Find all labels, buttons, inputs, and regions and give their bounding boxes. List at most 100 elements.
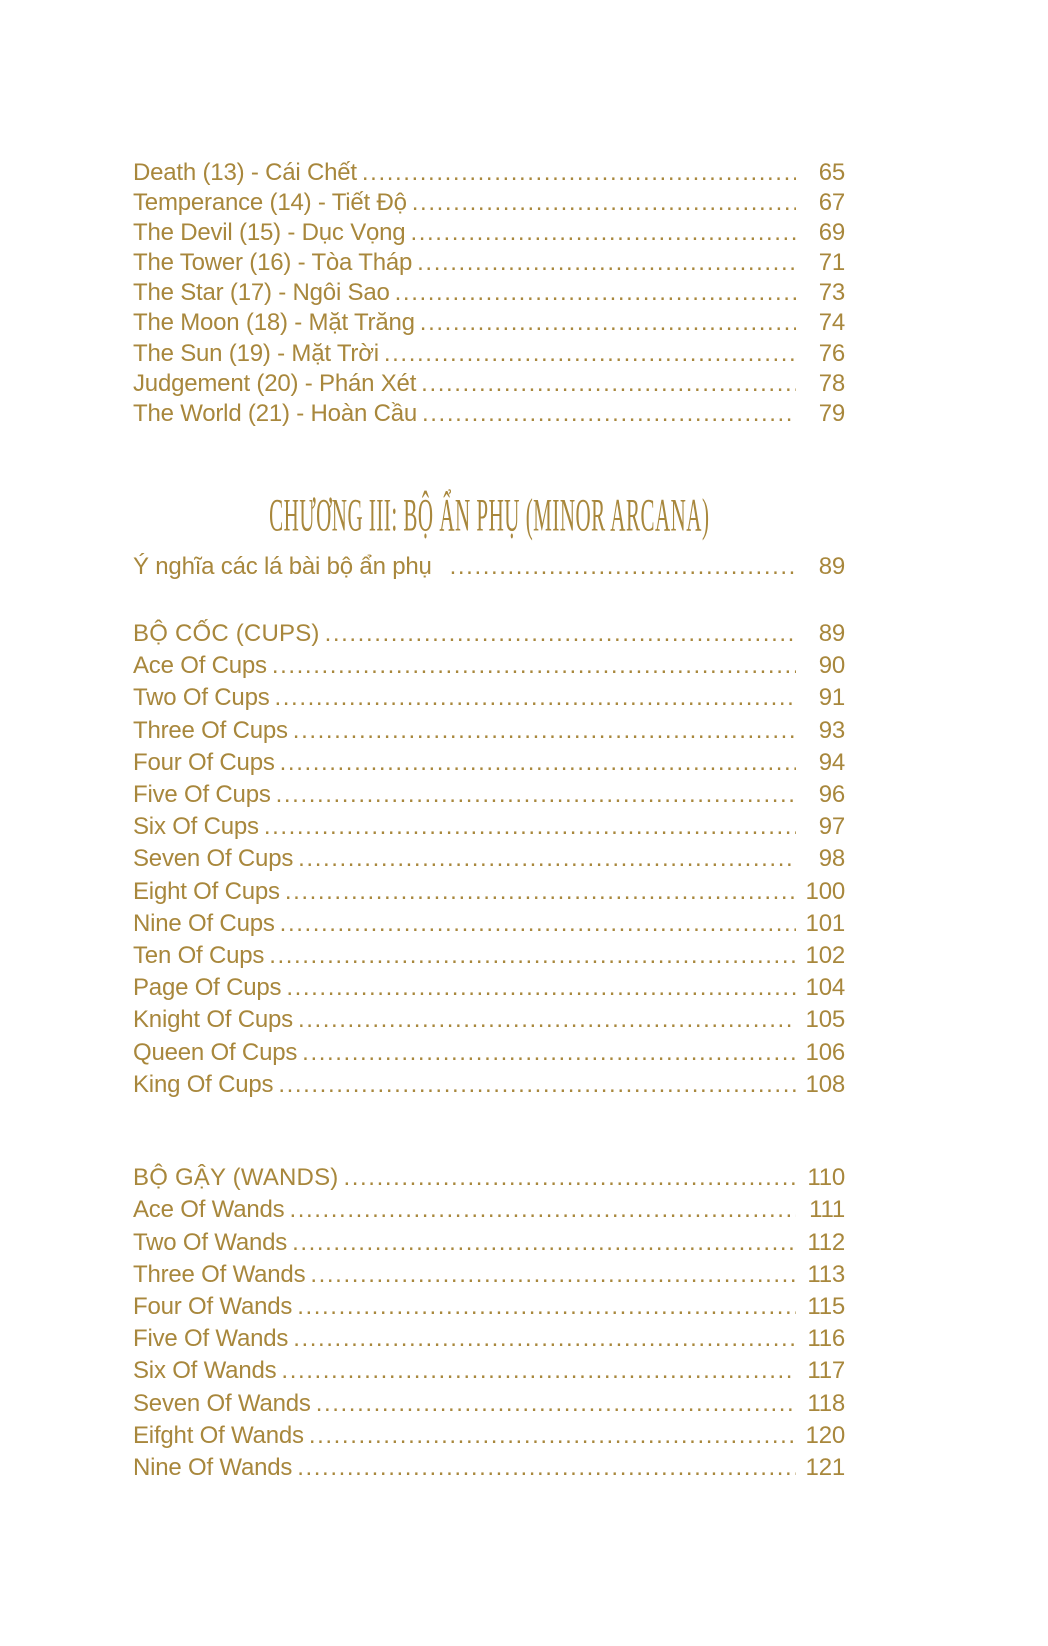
dot-leader (285, 876, 796, 908)
toc-entry-label: Four Of Wands (133, 1292, 293, 1320)
toc-entry-page: 106 (805, 1038, 846, 1066)
dot-leader (395, 278, 796, 308)
dot-leader (302, 1037, 796, 1069)
toc-entry: Ace Of Cups 90 (133, 650, 845, 682)
dot-leader (280, 747, 796, 779)
toc-entry-label: Nine Of Wands (133, 1453, 293, 1481)
section-heading-page: 89 (818, 620, 845, 648)
toc-entry-label: Five Of Wands (133, 1325, 289, 1353)
toc-entry-page: 94 (818, 748, 845, 776)
toc-entry: The World (21) - Hoàn Cầu 79 (133, 399, 845, 429)
toc-entry: Four Of Cups 94 (133, 747, 845, 779)
toc-entry: Knight Of Cups 105 (133, 1004, 845, 1036)
dot-leader (309, 1420, 796, 1452)
dot-leader (316, 1388, 796, 1420)
toc-entry: Queen Of Cups 106 (133, 1037, 845, 1069)
toc-entry-label: Judgement (20) - Phán Xét (133, 369, 417, 397)
toc-entry-page: 118 (807, 1389, 845, 1417)
toc-entry: The Star (17) - Ngôi Sao 73 (133, 278, 845, 308)
dot-leader (410, 218, 796, 248)
dot-leader (272, 650, 796, 682)
toc-entry-label: Six Of Wands (133, 1357, 277, 1385)
toc-entry-page: 112 (807, 1228, 845, 1256)
toc-entry-page: 90 (818, 652, 845, 680)
toc-entry: The Moon (18) - Mặt Trăng 74 (133, 308, 845, 338)
toc-entry: The Sun (19) - Mặt Trời 76 (133, 339, 845, 369)
section-heading-page: 110 (807, 1164, 845, 1192)
toc-entry-page: 111 (809, 1196, 845, 1224)
toc-entry-page: 78 (818, 369, 845, 397)
toc-entry-label: Ý nghĩa các lá bài bộ ẩn phụ (133, 552, 432, 580)
toc-entry-page: 89 (818, 552, 845, 580)
toc-entry-page: 97 (818, 813, 845, 841)
dot-leader (384, 339, 796, 369)
dot-leader (278, 1069, 796, 1101)
toc-entry-label: The Star (17) - Ngôi Sao (133, 279, 390, 307)
toc-entry-page: 121 (805, 1453, 846, 1481)
toc-entry: Five Of Cups 96 (133, 779, 845, 811)
toc-entry-label: Eifght Of Wands (133, 1421, 304, 1449)
chapter-heading-text: CHƯƠNG III: BỘ ẨN PHỤ (MINOR ARCANA) (268, 490, 710, 542)
dot-leader (310, 1259, 796, 1291)
toc-entry-label: Nine Of Cups (133, 909, 275, 937)
dot-leader (286, 972, 796, 1004)
toc-entry: Two Of Wands 112 (133, 1227, 845, 1259)
toc-entry-page: 79 (818, 399, 845, 427)
toc-entry: Death (13) - Cái Chết 65 (133, 158, 845, 188)
toc-entry-page: 117 (807, 1357, 845, 1385)
toc-entry-page: 74 (818, 309, 845, 337)
dot-leader (293, 715, 796, 747)
toc-entry-label: Queen Of Cups (133, 1038, 298, 1066)
cups-section: BỘ CỐC (CUPS) 89 Ace Of Cups 90 Two Of C… (133, 618, 845, 1101)
toc-entry: The Tower (16) - Tòa Tháp 71 (133, 248, 845, 278)
dot-leader (422, 399, 796, 429)
toc-entry: Six Of Wands 117 (133, 1355, 845, 1387)
toc-entry-page: 67 (818, 189, 845, 217)
chapter-heading: CHƯƠNG III: BỘ ẨN PHỤ (MINOR ARCANA) (133, 488, 845, 544)
dot-leader (362, 158, 796, 188)
dot-leader (280, 908, 796, 940)
toc-entry-label: Ten Of Cups (133, 942, 265, 970)
dot-leader (412, 188, 796, 218)
dot-leader (281, 1355, 796, 1387)
toc-entry-page: 91 (818, 684, 845, 712)
dot-leader (275, 682, 796, 714)
wands-section: BỘ GẬY (WANDS) 110 Ace Of Wands 111 Two … (133, 1162, 845, 1484)
toc-entry-page: 104 (805, 974, 846, 1002)
toc-entry-label: Two Of Cups (133, 684, 270, 712)
dot-leader (293, 1323, 796, 1355)
toc-entry-label: Ace Of Cups (133, 652, 267, 680)
toc-entry-label: Five Of Cups (133, 781, 271, 809)
toc-entry: Page Of Cups 104 (133, 972, 845, 1004)
toc-entry-page: 105 (805, 1006, 846, 1034)
dot-leader (297, 1452, 796, 1484)
toc-entry-page: 100 (805, 877, 846, 905)
toc-entry-page: 69 (818, 219, 845, 247)
toc-entry-label: Four Of Cups (133, 748, 275, 776)
toc-entry-label: The Sun (19) - Mặt Trời (133, 339, 379, 367)
major-arcana-entries: Death (13) - Cái Chết 65 Temperance (14)… (133, 158, 845, 429)
toc-entry-page: 71 (818, 249, 845, 277)
toc-entry-page: 98 (818, 845, 845, 873)
cups-entries: Ace Of Cups 90 Two Of Cups 91 Three Of C… (133, 650, 845, 1101)
toc-entry-page: 113 (807, 1260, 845, 1288)
toc-entry-page: 65 (818, 159, 845, 186)
toc-entry-label: Ace Of Wands (133, 1196, 285, 1224)
toc-entry: The Devil (15) - Dục Vọng 69 (133, 218, 845, 248)
toc-entry: Eifght Of Wands 120 (133, 1420, 845, 1452)
toc-entry-label: Six Of Cups (133, 813, 259, 841)
dot-leader (289, 1194, 796, 1226)
toc-entry-page: 93 (818, 716, 845, 744)
toc-entry: Five Of Wands 116 (133, 1323, 845, 1355)
toc-entry-label: Three Of Wands (133, 1260, 306, 1288)
toc-entry: Six Of Cups 97 (133, 811, 845, 843)
toc-entry-label: The Devil (15) - Dục Vọng (133, 219, 406, 247)
toc-entry-page: 108 (805, 1070, 846, 1098)
toc-entry-label: Death (13) - Cái Chết (133, 159, 357, 186)
toc-entry: Seven Of Wands 118 (133, 1388, 845, 1420)
toc-entry: Three Of Wands 113 (133, 1259, 845, 1291)
toc-entry-page: 115 (807, 1292, 845, 1320)
dot-leader (269, 940, 796, 972)
toc-entry-page: 102 (805, 942, 846, 970)
toc-entry-label: Seven Of Wands (133, 1389, 311, 1417)
